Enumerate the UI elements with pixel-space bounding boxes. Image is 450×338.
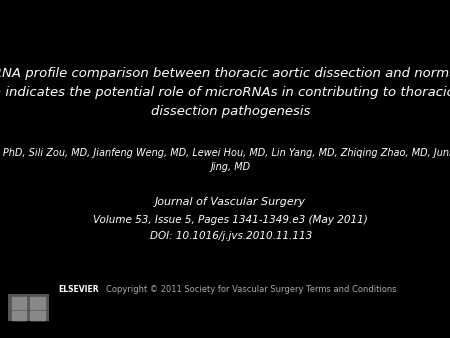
Text: Journal of Vascular Surgery: Journal of Vascular Surgery	[155, 197, 306, 207]
Bar	[31, 311, 45, 320]
Text: Volume 53, Issue 5, Pages 1341-1349.e3 (May 2011): Volume 53, Issue 5, Pages 1341-1349.e3 (…	[93, 215, 368, 225]
Bar	[8, 294, 49, 320]
Bar	[12, 297, 26, 309]
Bar	[12, 311, 26, 320]
Text: DOI: 10.1016/j.jvs.2010.11.113: DOI: 10.1016/j.jvs.2010.11.113	[149, 231, 312, 241]
Text: A microRNA profile comparison between thoracic aortic dissection and normal thor: A microRNA profile comparison between th…	[0, 67, 450, 118]
Bar	[31, 297, 45, 309]
Text: Mingfang Liao, MD, PhD, Sili Zou, MD, Jianfeng Weng, MD, Lewei Hou, MD, Lin Yang: Mingfang Liao, MD, PhD, Sili Zou, MD, Ji…	[0, 148, 450, 172]
Text: Copyright © 2011 Society for Vascular Surgery Terms and Conditions: Copyright © 2011 Society for Vascular Su…	[106, 285, 397, 294]
Text: ELSEVIER: ELSEVIER	[58, 285, 99, 294]
